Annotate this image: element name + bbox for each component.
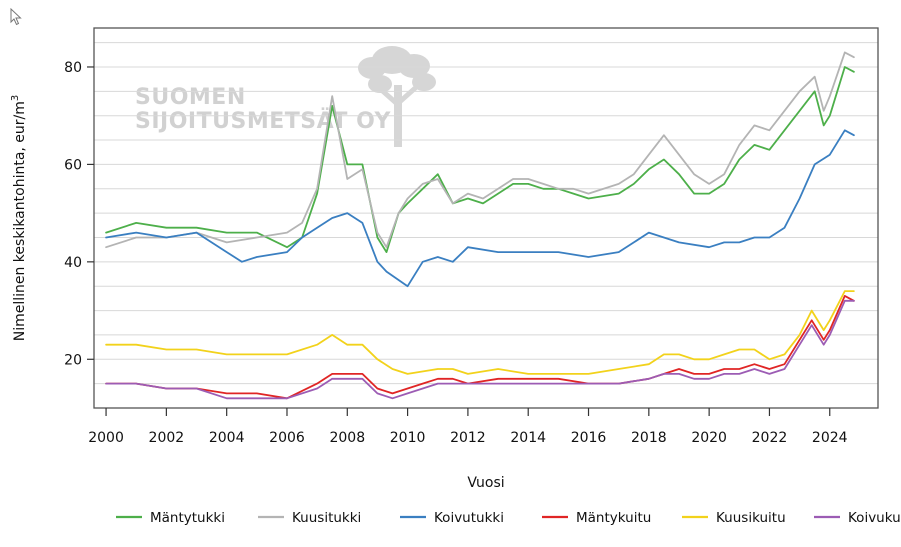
legend-item: Koivutukki — [400, 510, 504, 526]
series-line-kuusikuitu — [105, 290, 855, 375]
x-tick-label: 2024 — [812, 430, 848, 446]
legend-label: Kuusikuitu — [716, 510, 786, 526]
watermark-line-1: SUOMEN — [135, 85, 246, 110]
series-line-kuusitukki — [105, 51, 855, 249]
legend-item: Koivukuitu — [814, 510, 901, 526]
y-axis-title: Nimellinen keskikantohinta, eur/m3 — [10, 95, 28, 342]
legend-label: Mäntytukki — [150, 510, 225, 526]
legend-item: Mäntytukki — [116, 510, 225, 526]
series-line-koivukuitu — [105, 299, 855, 400]
mouse-cursor-icon — [10, 8, 22, 26]
x-tick-label: 2014 — [510, 430, 546, 446]
x-tick-label: 2002 — [149, 430, 185, 446]
series-group — [105, 51, 855, 400]
plot-area — [93, 27, 879, 409]
series-line-koivutukki — [105, 129, 855, 288]
legend-label: Koivukuitu — [848, 510, 901, 526]
y-tick-label: 60 — [64, 157, 82, 173]
legend-item: Kuusitukki — [258, 510, 361, 526]
x-tick-label: 2022 — [752, 430, 788, 446]
y-axis-title-superscript: 3 — [10, 95, 21, 101]
legend-item: Kuusikuitu — [682, 510, 786, 526]
watermark-line-2: SIJOITUSMETSÄT OY — [135, 108, 391, 134]
x-axis-title: Vuosi — [467, 475, 504, 491]
x-tick-label: 2006 — [269, 430, 305, 446]
y-axis-title-text: Nimellinen keskikantohinta, eur/m — [12, 101, 28, 341]
legend-item: Mäntykuitu — [542, 510, 651, 526]
series-line-mäntytukki — [105, 66, 855, 254]
series-line-mäntykuitu — [105, 294, 855, 400]
legend-label: Mäntykuitu — [576, 510, 651, 526]
y-tick-label: 80 — [64, 60, 82, 76]
watermark: SUOMEN SIJOITUSMETSÄT OY — [135, 46, 436, 147]
x-tick-label: 2004 — [209, 430, 245, 446]
y-tick-label: 40 — [64, 255, 82, 271]
legend-label: Kuusitukki — [292, 510, 361, 526]
x-tick-label: 2010 — [390, 430, 426, 446]
y-tick-label: 20 — [64, 352, 82, 368]
x-tick-label: 2018 — [631, 430, 667, 446]
x-tick-label: 2000 — [88, 430, 124, 446]
legend: Mäntytukki Kuusitukki Koivutukki Mäntykuitu… — [116, 510, 901, 526]
x-tick-label: 2012 — [450, 430, 486, 446]
x-tick-label: 2008 — [329, 430, 365, 446]
legend-label: Koivutukki — [434, 510, 504, 526]
x-tick-label: 2020 — [691, 430, 727, 446]
x-tick-label: 2016 — [571, 430, 607, 446]
axes: 2000 2002 2004 2006 2008 2010 2012 2014 2016 2018… — [64, 60, 847, 446]
